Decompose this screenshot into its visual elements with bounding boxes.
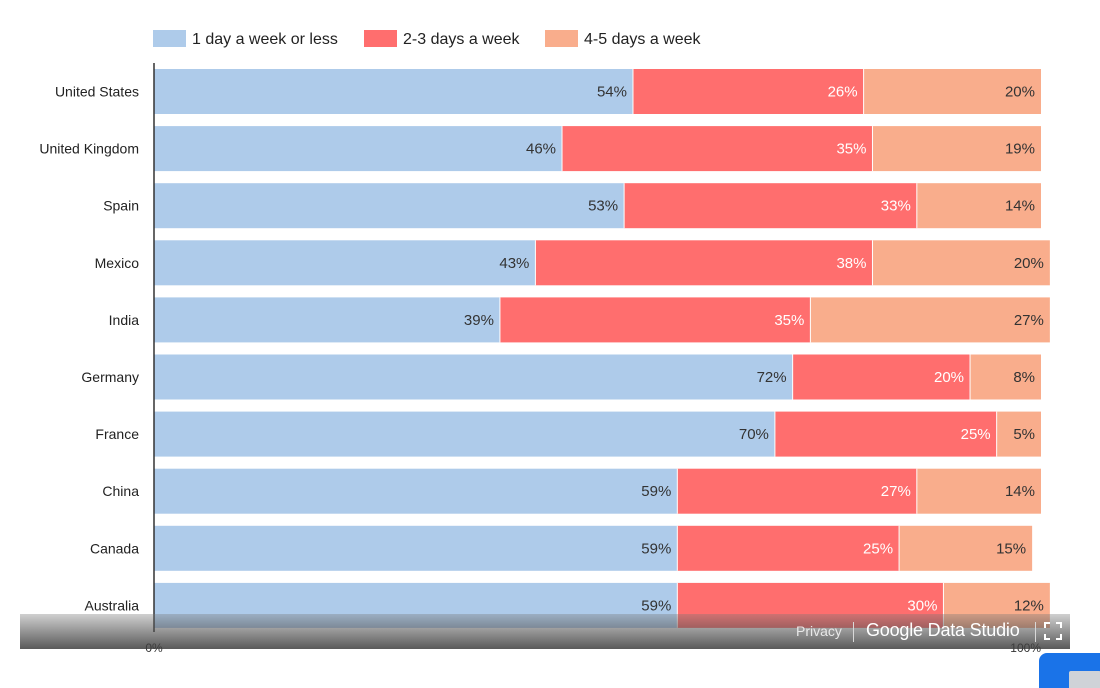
data-label-3-series-3: 14%: [1005, 198, 1035, 215]
category-label-7: France: [95, 426, 139, 442]
category-label-3: Spain: [103, 198, 139, 214]
data-label-7-series-1: 70%: [739, 426, 769, 443]
data-label-4-series-3: 20%: [1014, 255, 1044, 272]
category-label-5: India: [109, 312, 140, 328]
bar-8-series-1: [154, 468, 678, 514]
data-label-10-series-1: 59%: [641, 597, 671, 614]
bar-5-series-1: [154, 297, 500, 343]
data-label-5-series-1: 39%: [464, 312, 494, 329]
bar-4-series-3: [872, 240, 1050, 286]
bar-3-series-3: [916, 183, 1041, 229]
google-data-studio-logo[interactable]: Google Data Studio: [866, 620, 1020, 640]
data-label-6-series-2: 20%: [934, 369, 964, 386]
bar-area: 54% 26% 20% 46% 35% 19% 53% 33% 14% 43% 38% 20% 39% 3…: [154, 69, 1050, 628]
data-label-1-series-3: 20%: [1005, 84, 1035, 101]
legend-swatch-3: [545, 30, 578, 47]
category-label-8: China: [102, 483, 139, 499]
data-label-8-series-1: 59%: [641, 483, 671, 500]
bar-2-series-3: [872, 126, 1041, 172]
chat-bubble-button[interactable]: [1039, 653, 1100, 688]
bar-1-series-1: [154, 69, 633, 114]
chat-bubble-icon: [1069, 671, 1100, 688]
data-label-10-series-3: 12%: [1014, 597, 1044, 614]
bar-6-series-2: [792, 354, 971, 400]
category-label-10: Australia: [85, 597, 140, 613]
data-label-8-series-2: 27%: [881, 483, 911, 500]
category-label-6: Germany: [81, 369, 139, 385]
bar-2-series-1: [154, 126, 563, 172]
bar-8-series-2: [677, 468, 917, 514]
category-label-4: Mexico: [95, 255, 140, 271]
embed-footer-bar: Privacy Google Data Studio: [20, 614, 1070, 649]
data-label-9-series-2: 25%: [863, 540, 893, 557]
data-label-7-series-2: 25%: [961, 426, 991, 443]
data-label-1-series-2: 26%: [828, 84, 858, 101]
bar-6-series-1: [154, 354, 793, 400]
bar-3-series-1: [154, 183, 625, 229]
bar-9-series-1: [154, 525, 678, 571]
data-label-3-series-1: 53%: [588, 198, 618, 215]
bar-5-series-2: [499, 297, 811, 343]
bar-7-series-2: [774, 411, 997, 457]
data-label-8-series-3: 14%: [1005, 483, 1035, 500]
data-label-4-series-1: 43%: [499, 255, 529, 272]
data-label-6-series-1: 72%: [757, 369, 787, 386]
category-label-1: United States: [55, 84, 139, 100]
bar-6-series-3: [970, 354, 1041, 400]
bar-7-series-3: [996, 411, 1041, 457]
data-label-9-series-3: 15%: [996, 540, 1026, 557]
category-labels: United States United Kingdom Spain Mexico In…: [39, 84, 139, 614]
bar-5-series-3: [810, 297, 1050, 343]
data-label-3-series-2: 33%: [881, 198, 911, 215]
privacy-link[interactable]: Privacy: [796, 623, 842, 639]
bar-3-series-2: [624, 183, 917, 229]
data-label-1-series-1: 54%: [597, 84, 627, 101]
bar-2-series-2: [562, 126, 873, 172]
data-label-5-series-3: 27%: [1014, 312, 1044, 329]
chart-legend: 1 day a week or less 2-3 days a week 4-5 d…: [153, 30, 702, 48]
data-label-6-series-3: 8%: [1013, 369, 1035, 386]
data-label-7-series-3: 5%: [1013, 426, 1035, 443]
bar-9-series-2: [677, 525, 900, 571]
footer-divider: [1035, 622, 1036, 642]
legend-swatch-1: [153, 30, 186, 47]
bar-4-series-1: [154, 240, 536, 286]
data-label-2-series-3: 19%: [1005, 141, 1035, 158]
category-label-2: United Kingdom: [39, 141, 139, 157]
bar-7-series-1: [154, 411, 775, 457]
bar-1-series-2: [632, 69, 864, 114]
legend-label-2: 2-3 days a week: [403, 31, 521, 48]
bar-4-series-2: [535, 240, 873, 286]
legend-swatch-2: [364, 30, 397, 47]
category-label-9: Canada: [90, 540, 139, 556]
data-label-4-series-2: 38%: [836, 255, 866, 272]
legend-label-1: 1 day a week or less: [192, 31, 338, 48]
bar-8-series-3: [916, 468, 1041, 514]
bar-9-series-3: [899, 525, 1033, 571]
footer-divider: [853, 622, 854, 642]
legend-label-3: 4-5 days a week: [584, 31, 702, 48]
bar-1-series-3: [863, 69, 1041, 114]
data-label-5-series-2: 35%: [774, 312, 804, 329]
data-label-9-series-1: 59%: [641, 540, 671, 557]
data-label-2-series-1: 46%: [526, 141, 556, 158]
fullscreen-icon[interactable]: [1044, 622, 1062, 640]
data-label-2-series-2: 35%: [836, 141, 866, 158]
data-label-10-series-2: 30%: [907, 597, 937, 614]
